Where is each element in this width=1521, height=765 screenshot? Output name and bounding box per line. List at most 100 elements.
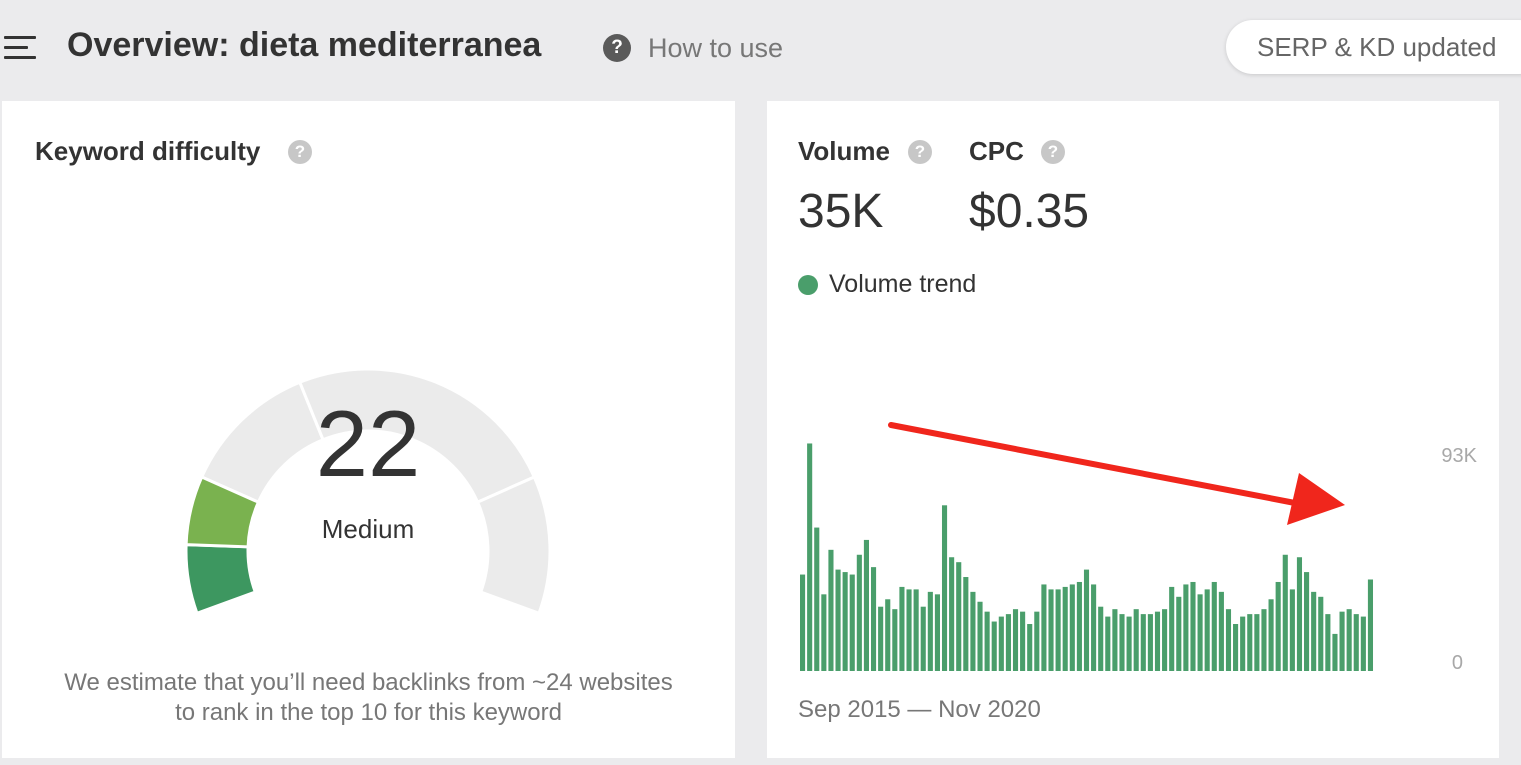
volume-bar[interactable] — [1211, 581, 1217, 671]
volume-bar[interactable] — [934, 594, 940, 671]
volume-bar[interactable] — [941, 505, 948, 671]
volume-bar[interactable] — [1062, 586, 1068, 671]
volume-bar[interactable] — [870, 567, 877, 671]
volume-bar[interactable] — [1311, 591, 1317, 671]
y-tick-max: 93K — [1441, 445, 1477, 467]
page-title: Overview: dieta mediterranea — [67, 26, 542, 64]
volume-bar[interactable] — [1367, 579, 1374, 671]
cpc-help-icon[interactable]: ? — [1041, 140, 1065, 164]
volume-bar[interactable] — [1225, 609, 1232, 671]
volume-help-icon[interactable]: ? — [908, 140, 932, 164]
volume-bar[interactable] — [899, 586, 905, 671]
volume-bar[interactable] — [800, 574, 806, 671]
volume-bar[interactable] — [1233, 624, 1239, 671]
volume-bar[interactable] — [956, 562, 962, 671]
volume-bar[interactable] — [1147, 614, 1153, 671]
volume-bar[interactable] — [984, 611, 990, 671]
volume-bar[interactable] — [856, 554, 862, 671]
volume-bar[interactable] — [1360, 616, 1366, 671]
volume-bar[interactable] — [892, 609, 898, 671]
volume-bar[interactable] — [814, 527, 820, 671]
volume-bar[interactable] — [1069, 584, 1075, 671]
volume-bar[interactable] — [885, 599, 891, 671]
volume-bar[interactable] — [1339, 611, 1345, 671]
y-tick-min: 0 — [1452, 652, 1463, 674]
volume-bar[interactable] — [835, 569, 841, 671]
volume-bar[interactable] — [1055, 589, 1061, 671]
volume-bar[interactable] — [1247, 614, 1253, 671]
volume-bar[interactable] — [1325, 614, 1331, 671]
volume-bar[interactable] — [1012, 609, 1019, 671]
volume-bar[interactable] — [1133, 609, 1139, 671]
volume-bar[interactable] — [1034, 611, 1040, 671]
volume-bar[interactable] — [913, 589, 919, 671]
volume-bar[interactable] — [1098, 606, 1104, 671]
volume-bar[interactable] — [977, 601, 983, 671]
serp-kd-updated-button[interactable]: SERP & KD updated — [1226, 20, 1521, 74]
volume-bar[interactable] — [1197, 594, 1203, 671]
volume-bar[interactable] — [1154, 611, 1161, 671]
volume-trend-label: Volume trend — [829, 270, 977, 298]
volume-bar[interactable] — [849, 574, 855, 671]
volume-bar[interactable] — [1048, 589, 1054, 671]
volume-bar[interactable] — [906, 589, 912, 671]
volume-bar[interactable] — [1218, 591, 1224, 671]
difficulty-gauge — [184, 367, 552, 616]
volume-bar[interactable] — [1083, 569, 1090, 671]
volume-bar[interactable] — [1275, 581, 1281, 671]
volume-bar[interactable] — [1091, 584, 1097, 671]
volume-bar[interactable] — [1353, 614, 1359, 671]
cpc-label: CPC — [969, 136, 1024, 166]
volume-trend-legend[interactable]: Volume trend — [798, 270, 976, 299]
difficulty-score: 22 — [315, 391, 421, 496]
how-to-use-link[interactable]: ? How to use — [603, 31, 783, 65]
question-circle-icon: ? — [603, 34, 631, 62]
volume-bar[interactable] — [1020, 611, 1026, 671]
volume-bar[interactable] — [963, 577, 969, 671]
volume-bar[interactable] — [1176, 596, 1182, 671]
volume-bar[interactable] — [828, 549, 834, 671]
volume-bar[interactable] — [1041, 584, 1047, 671]
volume-bar[interactable] — [1105, 616, 1111, 671]
volume-bar[interactable] — [807, 443, 813, 671]
volume-bar[interactable] — [1126, 616, 1132, 671]
volume-bar[interactable] — [1346, 609, 1352, 671]
hamburger-menu-icon[interactable] — [0, 34, 36, 62]
volume-bar[interactable] — [863, 539, 869, 671]
keyword-difficulty-help-icon[interactable]: ? — [288, 140, 312, 164]
volume-bar[interactable] — [1005, 614, 1011, 671]
volume-bar[interactable] — [878, 606, 884, 671]
volume-bar[interactable] — [1304, 572, 1310, 671]
volume-bar[interactable] — [821, 594, 827, 671]
how-to-use-label: How to use — [648, 32, 784, 63]
volume-bar[interactable] — [1204, 589, 1210, 671]
volume-bar[interactable] — [1289, 589, 1295, 671]
volume-bar[interactable] — [1112, 609, 1118, 671]
volume-bar[interactable] — [1169, 586, 1175, 671]
volume-bar[interactable] — [1268, 599, 1274, 671]
volume-bar[interactable] — [1296, 557, 1303, 671]
volume-bar[interactable] — [1261, 609, 1267, 671]
volume-bar[interactable] — [1254, 614, 1260, 671]
volume-bar[interactable] — [991, 621, 997, 671]
volume-bar[interactable] — [1140, 614, 1146, 671]
volume-bar[interactable] — [1119, 614, 1125, 671]
volume-bar[interactable] — [949, 557, 955, 671]
volume-bar[interactable] — [842, 572, 848, 671]
volume-bar[interactable] — [1240, 616, 1246, 671]
volume-bar[interactable] — [1332, 633, 1338, 671]
red-down-trend-arrow-icon — [888, 422, 1345, 525]
volume-bar[interactable] — [970, 591, 976, 671]
volume-bar[interactable] — [1282, 554, 1288, 671]
volume-bar[interactable] — [1183, 584, 1189, 671]
volume-bar[interactable] — [920, 606, 926, 671]
volume-bar[interactable] — [998, 616, 1004, 671]
volume-bar[interactable] — [927, 591, 933, 671]
gauge-segment-4 — [475, 474, 552, 616]
volume-bar[interactable] — [1027, 624, 1033, 671]
volume-bar[interactable] — [1076, 581, 1082, 671]
gauge-fill-lower — [184, 543, 258, 616]
volume-bar[interactable] — [1318, 596, 1324, 671]
volume-bar[interactable] — [1162, 609, 1168, 671]
volume-bar[interactable] — [1190, 581, 1196, 671]
